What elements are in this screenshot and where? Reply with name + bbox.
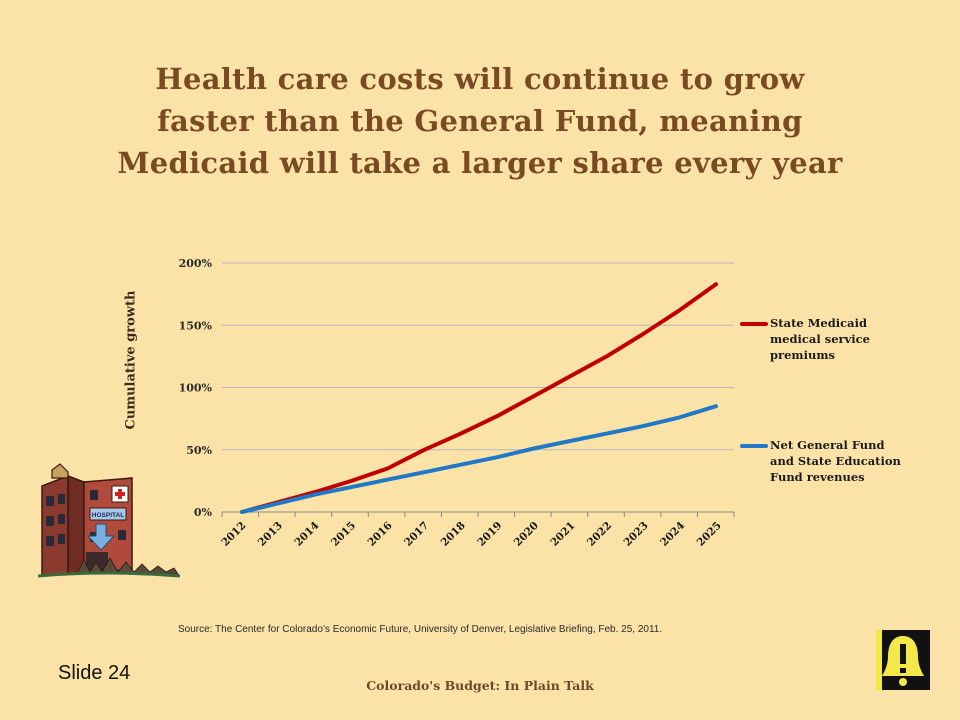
y-tick-label: 100% — [179, 382, 213, 395]
x-tick-label: 2017 — [402, 520, 431, 549]
title-line-2: faster than the General Fund, meaning — [157, 104, 803, 138]
x-tick-label: 2022 — [585, 520, 614, 549]
legend-label-medicaid: State Medicaid medical service premiums — [770, 316, 870, 362]
y-tick-label: 200% — [179, 257, 213, 270]
bell-logo-icon — [876, 630, 930, 690]
y-tick-label: 0% — [194, 506, 213, 519]
x-tick-label: 2015 — [329, 520, 358, 549]
x-tick-label: 2019 — [475, 520, 504, 549]
x-tick-label: 2025 — [695, 520, 724, 549]
x-tick-label: 2021 — [548, 520, 577, 549]
series-line-medicaid — [240, 282, 718, 514]
x-tick-label: 2013 — [256, 520, 285, 549]
x-tick-label: 2023 — [622, 520, 651, 549]
legend-swatch-general-fund — [740, 444, 768, 448]
hospital-sign-text: HOSPITAL — [92, 512, 124, 519]
y-tick-label: 50% — [186, 444, 212, 457]
title-line-3: Medicaid will take a larger share every … — [117, 146, 843, 180]
source-note: Source: The Center for Colorado’s Econom… — [178, 624, 663, 635]
slide-number: Slide 24 — [58, 662, 131, 684]
slide-title: Health care costs will continue to grow … — [40, 58, 920, 184]
x-tick-label: 2014 — [292, 520, 321, 549]
footer-text: Colorado's Budget: In Plain Talk — [366, 678, 594, 693]
y-axis-label: Cumulative growth — [123, 290, 139, 430]
y-tick-label: 150% — [179, 319, 213, 332]
x-tick-label: 2020 — [512, 520, 541, 549]
x-tick-label: 2024 — [658, 520, 687, 549]
title-line-1: Health care costs will continue to grow — [155, 62, 805, 96]
x-tick-label: 2012 — [219, 520, 248, 549]
legend-label-general-fund: Net General Fund and State Education Fun… — [770, 438, 901, 484]
hospital-illustration-icon: HOSPITAL — [38, 463, 180, 578]
legend-swatch-medicaid — [740, 322, 768, 326]
x-tick-label: 2016 — [366, 520, 395, 549]
x-tick-label: 2018 — [439, 520, 468, 549]
series-line-general-fund — [240, 404, 718, 514]
